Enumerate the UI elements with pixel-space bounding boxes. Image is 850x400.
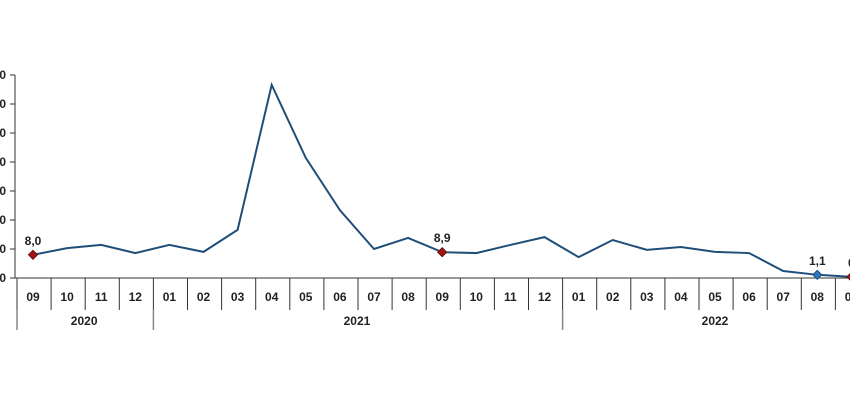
x-tick-label: 05 bbox=[708, 290, 722, 304]
x-tick-label: 01 bbox=[572, 290, 586, 304]
x-tick-label: 04 bbox=[674, 290, 688, 304]
y-tick-label: 30 bbox=[0, 184, 6, 198]
y-tick-label: 0 bbox=[0, 271, 6, 285]
x-tick-label: 09 bbox=[26, 290, 40, 304]
marker-diamond bbox=[27, 249, 39, 261]
x-tick-label: 09 bbox=[845, 290, 850, 304]
x-tick-label: 12 bbox=[129, 290, 143, 304]
x-tick-label: 11 bbox=[95, 290, 108, 304]
data-label: 1,1 bbox=[809, 254, 826, 268]
x-tick-label: 07 bbox=[777, 290, 791, 304]
x-tick-label: 03 bbox=[640, 290, 654, 304]
y-tick-label: 20 bbox=[0, 213, 6, 227]
x-tick-label: 09 bbox=[436, 290, 450, 304]
y-tick-label: 10 bbox=[0, 242, 6, 256]
x-tick-label: 02 bbox=[197, 290, 211, 304]
x-tick-label: 03 bbox=[231, 290, 245, 304]
x-tick-label: 11 bbox=[504, 290, 517, 304]
x-tick-label: 10 bbox=[470, 290, 484, 304]
x-tick-label: 04 bbox=[265, 290, 279, 304]
marker-diamond bbox=[846, 273, 850, 281]
marker-diamond bbox=[436, 246, 448, 258]
data-label: 8,9 bbox=[434, 231, 451, 245]
year-label: 2022 bbox=[702, 314, 729, 328]
data-label: 8,0 bbox=[25, 234, 42, 248]
x-tick-label: 06 bbox=[333, 290, 347, 304]
y-tick-label: 60 bbox=[0, 97, 6, 111]
x-tick-label: 05 bbox=[299, 290, 313, 304]
year-label: 2020 bbox=[71, 314, 98, 328]
marker-diamond bbox=[812, 269, 823, 281]
x-tick-label: 02 bbox=[606, 290, 620, 304]
x-tick-label: 08 bbox=[401, 290, 415, 304]
y-tick-label: 70 bbox=[0, 68, 6, 82]
x-tick-label: 06 bbox=[742, 290, 756, 304]
x-tick-label: 12 bbox=[538, 290, 552, 304]
year-label: 2021 bbox=[344, 314, 371, 328]
y-tick-label: 50 bbox=[0, 126, 6, 140]
x-tick-label: 08 bbox=[811, 290, 825, 304]
x-tick-label: 01 bbox=[163, 290, 177, 304]
x-tick-label: 07 bbox=[367, 290, 381, 304]
y-tick-label: 40 bbox=[0, 155, 6, 169]
data-label: 0 bbox=[848, 256, 850, 270]
x-tick-label: 10 bbox=[60, 290, 74, 304]
